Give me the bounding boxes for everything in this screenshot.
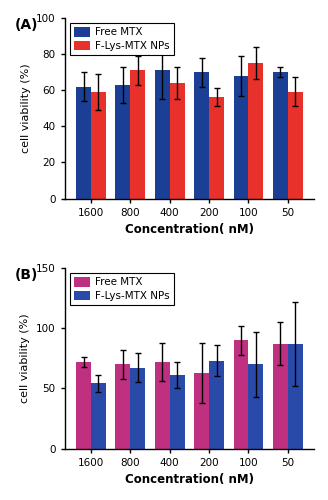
Bar: [170, 83, 185, 198]
Bar: [155, 70, 170, 198]
Text: (A): (A): [15, 18, 38, 32]
Bar: [209, 98, 224, 198]
Legend: Free MTX, F-Lys-MTX NPs: Free MTX, F-Lys-MTX NPs: [70, 273, 174, 305]
Bar: [288, 344, 303, 449]
Bar: [131, 70, 145, 198]
Bar: [115, 84, 131, 198]
Bar: [209, 360, 224, 448]
Bar: [273, 344, 288, 449]
Bar: [115, 364, 131, 448]
Bar: [91, 384, 106, 448]
Bar: [273, 72, 288, 198]
Bar: [288, 92, 303, 198]
Y-axis label: cell viability (%): cell viability (%): [20, 314, 31, 403]
Bar: [234, 76, 248, 198]
Bar: [131, 368, 145, 448]
X-axis label: Concentration( nM): Concentration( nM): [125, 473, 254, 486]
Bar: [248, 364, 263, 448]
Bar: [234, 340, 248, 448]
Bar: [76, 86, 91, 198]
Bar: [194, 72, 209, 198]
Bar: [155, 362, 170, 448]
Bar: [194, 372, 209, 448]
Text: (B): (B): [15, 268, 38, 282]
Legend: Free MTX, F-Lys-MTX NPs: Free MTX, F-Lys-MTX NPs: [70, 23, 174, 55]
X-axis label: Concentration( nM): Concentration( nM): [125, 223, 254, 236]
Bar: [170, 375, 185, 448]
Bar: [76, 362, 91, 448]
Bar: [91, 92, 106, 198]
Bar: [248, 63, 263, 198]
Y-axis label: cell viability (%): cell viability (%): [21, 64, 31, 153]
